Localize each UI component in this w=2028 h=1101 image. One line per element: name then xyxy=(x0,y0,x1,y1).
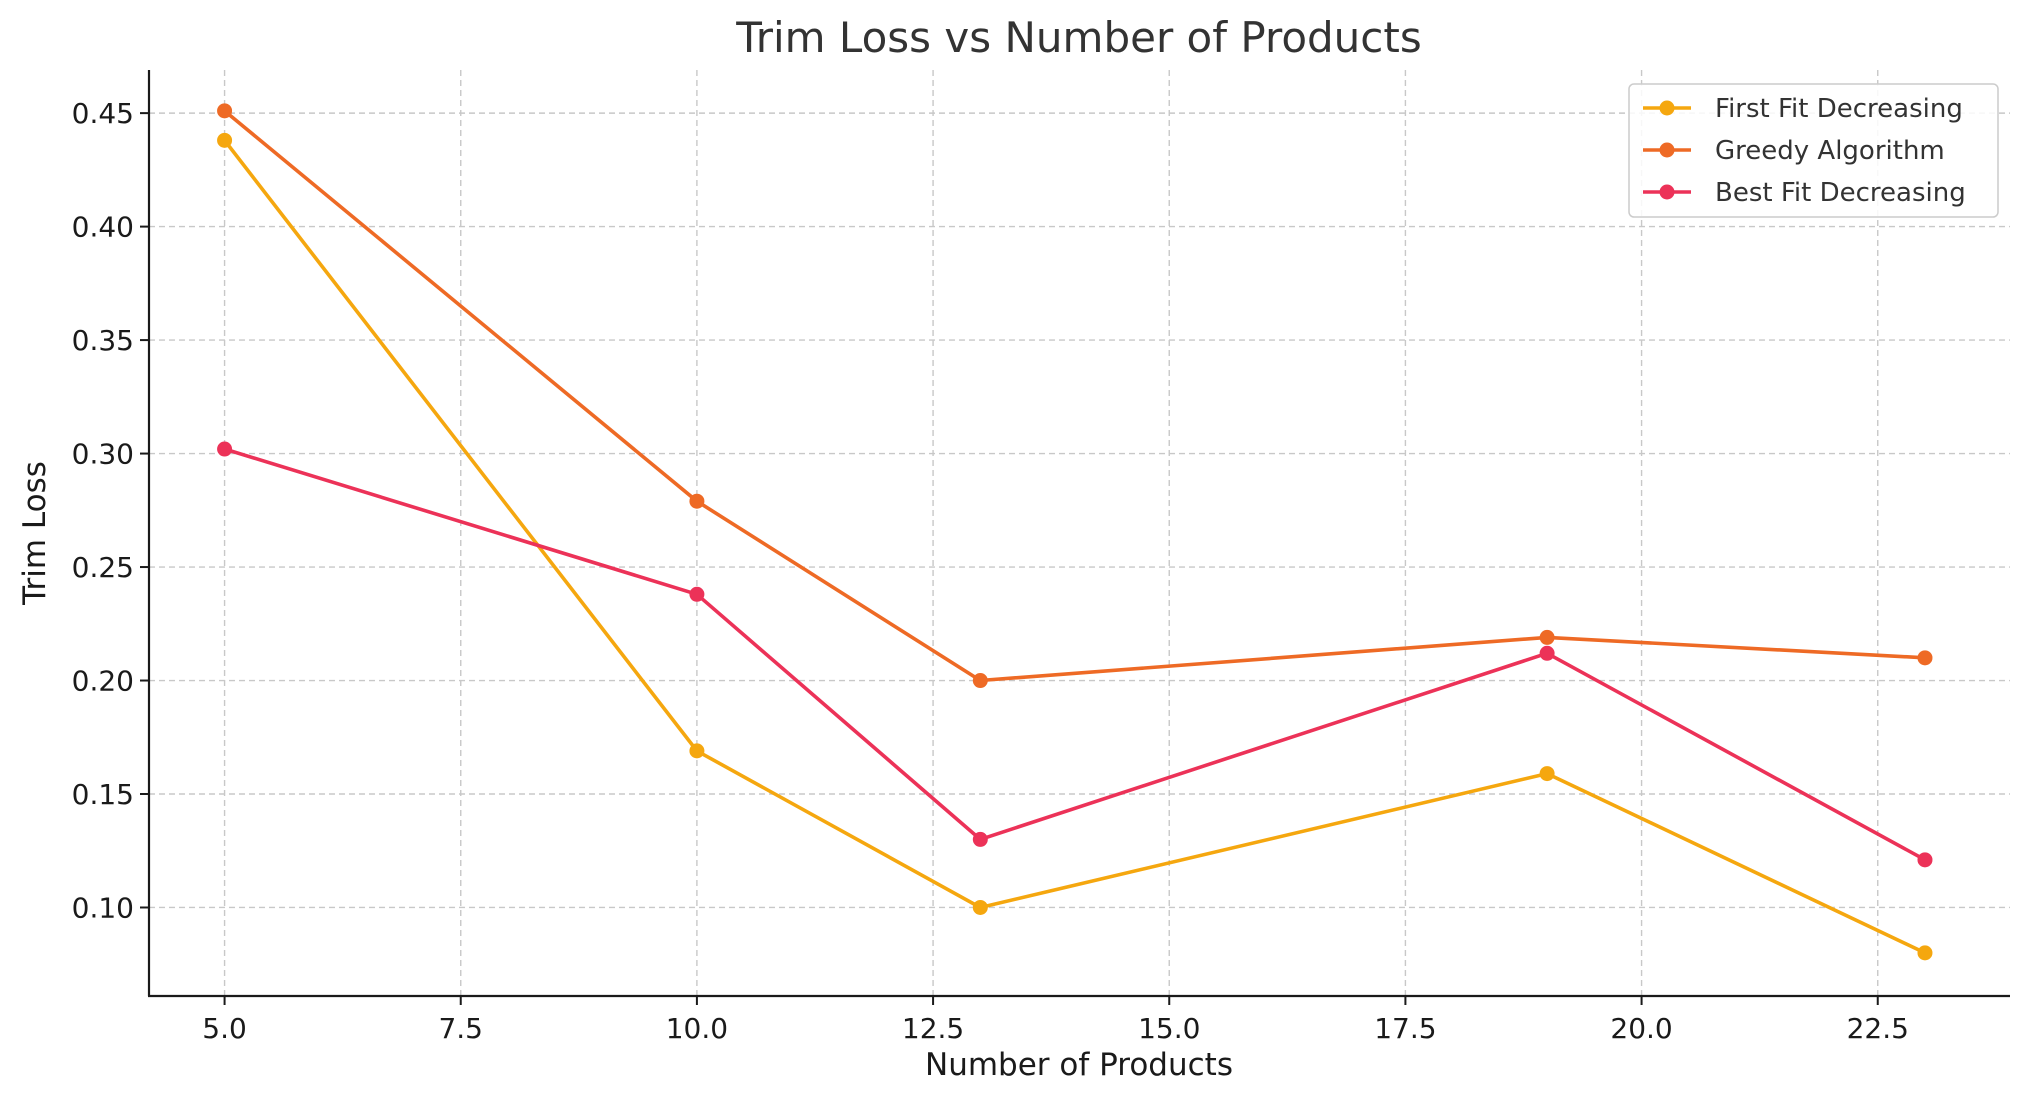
legend-label: Greedy Algorithm xyxy=(1715,136,1945,166)
chart-title: Trim Loss vs Number of Products xyxy=(735,13,1422,62)
data-point xyxy=(689,586,705,602)
data-point xyxy=(1539,766,1555,782)
x-axis-label: Number of Products xyxy=(925,1047,1233,1083)
grid xyxy=(149,70,2010,996)
data-point xyxy=(217,441,233,457)
x-tick-label: 17.5 xyxy=(1374,1012,1436,1045)
legend-point-marker xyxy=(1659,184,1675,200)
data-point xyxy=(972,673,988,689)
series-2 xyxy=(217,103,1933,689)
series-3 xyxy=(217,441,1933,868)
data-point xyxy=(1539,629,1555,645)
y-tick-label: 0.40 xyxy=(72,211,134,244)
data-point xyxy=(217,103,233,119)
legend-label: First Fit Decreasing xyxy=(1715,94,1963,124)
x-tick-label: 12.5 xyxy=(902,1012,964,1045)
y-tick-label: 0.35 xyxy=(72,324,134,357)
x-tick-label: 20.0 xyxy=(1610,1012,1672,1045)
legend-item: Best Fit Decreasing xyxy=(1643,178,1966,208)
legend: First Fit Decreasing Greedy Algorithm Best… xyxy=(1628,83,1999,218)
y-axis-label: Trim Loss xyxy=(17,461,53,606)
y-tick-label: 0.25 xyxy=(72,551,134,584)
axes xyxy=(147,70,2010,998)
x-ticks: 5.0 7.5 10.0 12.5 15.0 17.5 20.0 22.5 xyxy=(202,996,1909,1045)
legend-box xyxy=(1628,83,1999,218)
data-point xyxy=(689,493,705,509)
x-tick-label: 22.5 xyxy=(1847,1012,1909,1045)
y-tick-label: 0.30 xyxy=(72,438,134,471)
data-point xyxy=(1539,645,1555,661)
x-tick-label: 5.0 xyxy=(202,1012,247,1045)
data-point xyxy=(972,831,988,847)
data-point xyxy=(217,132,233,148)
data-point xyxy=(1917,650,1933,666)
legend-item: First Fit Decreasing xyxy=(1643,94,1963,124)
series-line xyxy=(224,447,1926,862)
x-tick-label: 7.5 xyxy=(438,1012,483,1045)
legend-point-marker xyxy=(1659,100,1675,116)
y-tick-label: 0.15 xyxy=(72,778,134,811)
y-tick-label: 0.45 xyxy=(72,97,134,130)
legend-label: Best Fit Decreasing xyxy=(1715,178,1966,208)
series-line xyxy=(223,139,1926,955)
series-1 xyxy=(217,132,1933,961)
data-point xyxy=(1917,852,1933,868)
data-point xyxy=(689,743,705,759)
legend-item: Greedy Algorithm xyxy=(1643,136,1945,166)
legend-point-marker xyxy=(1659,142,1675,158)
series xyxy=(217,103,1933,961)
x-tick-label: 10.0 xyxy=(666,1012,728,1045)
data-point xyxy=(972,899,988,915)
y-tick-label: 0.20 xyxy=(72,665,134,698)
y-ticks: 0.10 0.15 0.20 0.25 0.30 0.35 0.40 0.45 xyxy=(72,97,149,924)
x-tick-label: 15.0 xyxy=(1138,1012,1200,1045)
y-tick-label: 0.10 xyxy=(72,891,134,924)
data-point xyxy=(1917,945,1933,961)
